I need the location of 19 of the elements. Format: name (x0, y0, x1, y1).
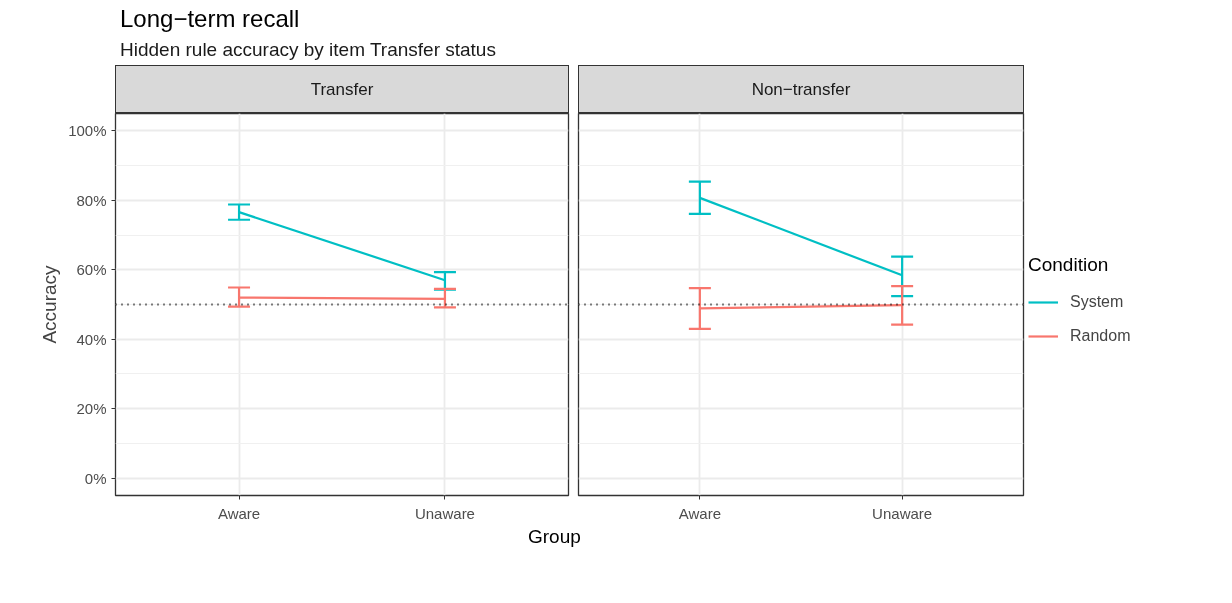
x-tick-label: Unaware (414, 504, 475, 522)
x-tick-label: Aware (678, 504, 721, 522)
x-axis-title: Group (528, 525, 581, 550)
legend-title: Condition (1028, 254, 1110, 277)
y-tick-label: 100% (68, 122, 107, 140)
text: Hidden rule accuracy by item Transfer status (120, 38, 496, 63)
y-tick-label: 0% (84, 470, 107, 488)
x-tick-label: Aware (217, 504, 261, 522)
x-tick-label: Unaware (872, 504, 933, 522)
y-tick-label: 60% (76, 261, 107, 279)
y-tick-label: 20% (76, 400, 107, 418)
legend-label: Random (1070, 327, 1131, 346)
chart-title: Transfer (310, 79, 374, 102)
y-tick-label: 40% (76, 331, 107, 349)
y-axis-title: Accuracy (39, 265, 61, 344)
chart-title: Non−transfer (751, 79, 851, 102)
legend-label: System (1070, 293, 1124, 312)
text: Long−term recall (120, 4, 300, 34)
y-tick-label: 80% (76, 192, 107, 210)
